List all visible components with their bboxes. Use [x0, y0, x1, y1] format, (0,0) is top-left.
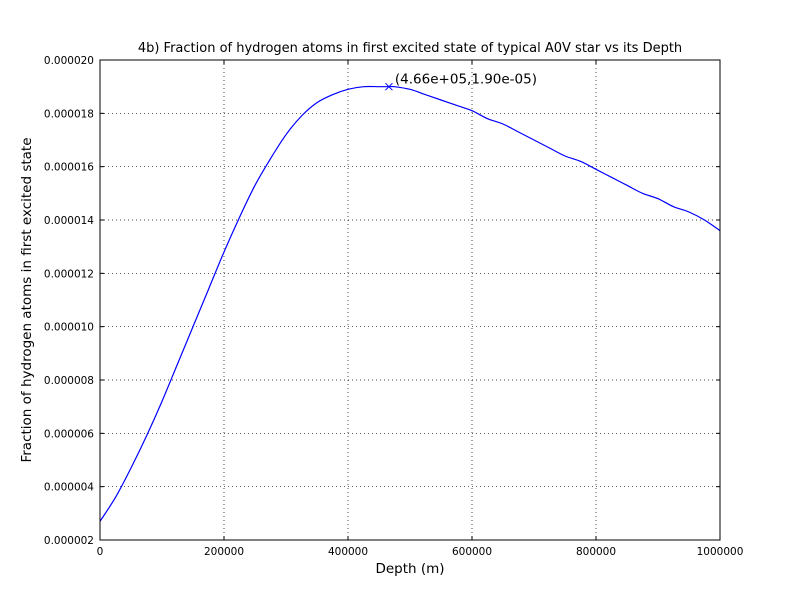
y-tick-label: 0.000008	[44, 375, 94, 387]
x-tick-label: 800000	[576, 546, 616, 558]
y-axis-label: Fraction of hydrogen atoms in first exci…	[19, 137, 35, 462]
x-tick-label: 600000	[452, 546, 492, 558]
x-tick-label: 0	[97, 546, 104, 558]
y-axis-ticks: 0.000002 0.000004 0.000006 0.000008 0.000010…	[44, 55, 720, 547]
peak-annotation: (4.66e+05,1.90e-05)	[395, 72, 537, 88]
chart-title: 4b) Fraction of hydrogen atoms in first …	[138, 41, 682, 56]
x-tick-label: 400000	[328, 546, 368, 558]
y-tick-label: 0.000004	[44, 482, 94, 494]
peak-marker	[385, 82, 393, 91]
marker-stroke	[385, 82, 393, 91]
y-tick-label: 0.000018	[44, 108, 94, 120]
y-tick-label: 0.000006	[44, 428, 94, 440]
y-tick-label: 0.000010	[44, 322, 94, 334]
y-tick-label: 0.000012	[44, 268, 94, 280]
x-axis-ticks: 0 200000 400000 600000 800000 1000000	[97, 60, 744, 558]
x-tick-label: 200000	[204, 546, 244, 558]
x-axis-label: Depth (m)	[375, 561, 444, 577]
y-tick-label: 0.000014	[44, 215, 94, 227]
data-line	[99, 85, 721, 522]
x-tick-label: 1000000	[697, 546, 744, 558]
y-tick-label: 0.000016	[44, 162, 94, 174]
y-tick-label: 0.000020	[44, 55, 94, 67]
y-tick-label: 0.000002	[44, 535, 94, 547]
plot-frame	[99, 59, 721, 541]
gridlines	[100, 60, 720, 540]
